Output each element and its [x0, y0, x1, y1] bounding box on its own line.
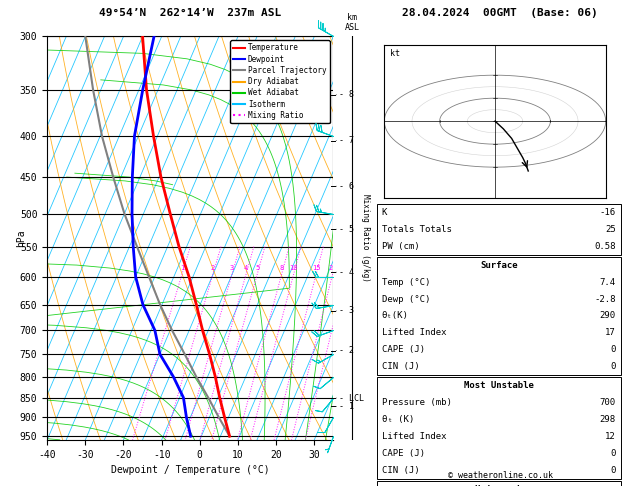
Text: 0: 0 — [610, 346, 616, 354]
Text: θₜ(K): θₜ(K) — [382, 312, 409, 320]
Bar — [377, 204, 621, 255]
Text: - 3: - 3 — [339, 307, 354, 315]
Text: 1: 1 — [180, 265, 184, 271]
Text: Dewp (°C): Dewp (°C) — [382, 295, 430, 304]
Text: Most Unstable: Most Unstable — [464, 382, 534, 390]
Text: km
ASL: km ASL — [345, 13, 360, 33]
Text: 298: 298 — [599, 415, 616, 424]
Text: kt: kt — [390, 49, 400, 58]
Legend: Temperature, Dewpoint, Parcel Trajectory, Dry Adiabat, Wet Adiabat, Isotherm, Mi: Temperature, Dewpoint, Parcel Trajectory… — [230, 40, 330, 123]
Text: Pressure (mb): Pressure (mb) — [382, 398, 452, 407]
Text: 0: 0 — [610, 363, 616, 371]
Text: Lifted Index: Lifted Index — [382, 329, 447, 337]
Text: 20: 20 — [328, 265, 337, 271]
Text: 0: 0 — [610, 449, 616, 458]
Text: 7.4: 7.4 — [599, 278, 616, 287]
Text: Mixing Ratio (g/kg): Mixing Ratio (g/kg) — [361, 194, 370, 282]
Text: 10: 10 — [289, 265, 298, 271]
Text: 4: 4 — [244, 265, 248, 271]
Text: - 7: - 7 — [339, 136, 354, 145]
Text: θₜ (K): θₜ (K) — [382, 415, 414, 424]
Text: -2.8: -2.8 — [594, 295, 616, 304]
X-axis label: Dewpoint / Temperature (°C): Dewpoint / Temperature (°C) — [111, 465, 270, 475]
Text: hPa: hPa — [16, 229, 26, 247]
Text: 2: 2 — [211, 265, 215, 271]
Bar — [377, 377, 621, 479]
Text: Surface: Surface — [480, 260, 518, 270]
Text: PW (cm): PW (cm) — [382, 242, 420, 251]
Text: 5: 5 — [255, 265, 259, 271]
Text: 0: 0 — [610, 466, 616, 475]
Text: 3: 3 — [230, 265, 234, 271]
Bar — [377, 257, 621, 375]
Bar — [377, 481, 621, 486]
Text: 49°54’N  262°14’W  237m ASL: 49°54’N 262°14’W 237m ASL — [99, 8, 281, 18]
Text: CIN (J): CIN (J) — [382, 363, 420, 371]
Text: CIN (J): CIN (J) — [382, 466, 420, 475]
Text: - 2: - 2 — [339, 346, 354, 355]
Text: 12: 12 — [605, 432, 616, 441]
Text: 25: 25 — [605, 225, 616, 234]
Text: -16: -16 — [599, 208, 616, 217]
Text: - 1: - 1 — [339, 402, 354, 411]
Text: 290: 290 — [599, 312, 616, 320]
Text: © weatheronline.co.uk: © weatheronline.co.uk — [448, 471, 552, 480]
Text: - 5: - 5 — [339, 225, 354, 234]
Text: - 4: - 4 — [339, 268, 354, 277]
Text: - LCL: - LCL — [339, 394, 364, 402]
Text: Totals Totals: Totals Totals — [382, 225, 452, 234]
Text: K: K — [382, 208, 387, 217]
Text: - 8: - 8 — [339, 90, 354, 99]
Text: CAPE (J): CAPE (J) — [382, 449, 425, 458]
Text: CAPE (J): CAPE (J) — [382, 346, 425, 354]
Text: 17: 17 — [605, 329, 616, 337]
Text: 0.58: 0.58 — [594, 242, 616, 251]
Text: - 6: - 6 — [339, 182, 354, 191]
Text: Hodograph: Hodograph — [475, 485, 523, 486]
Text: Temp (°C): Temp (°C) — [382, 278, 430, 287]
Text: 8: 8 — [280, 265, 284, 271]
Text: 15: 15 — [312, 265, 320, 271]
Text: 28.04.2024  00GMT  (Base: 06): 28.04.2024 00GMT (Base: 06) — [402, 8, 598, 18]
Text: Lifted Index: Lifted Index — [382, 432, 447, 441]
Text: 700: 700 — [599, 398, 616, 407]
